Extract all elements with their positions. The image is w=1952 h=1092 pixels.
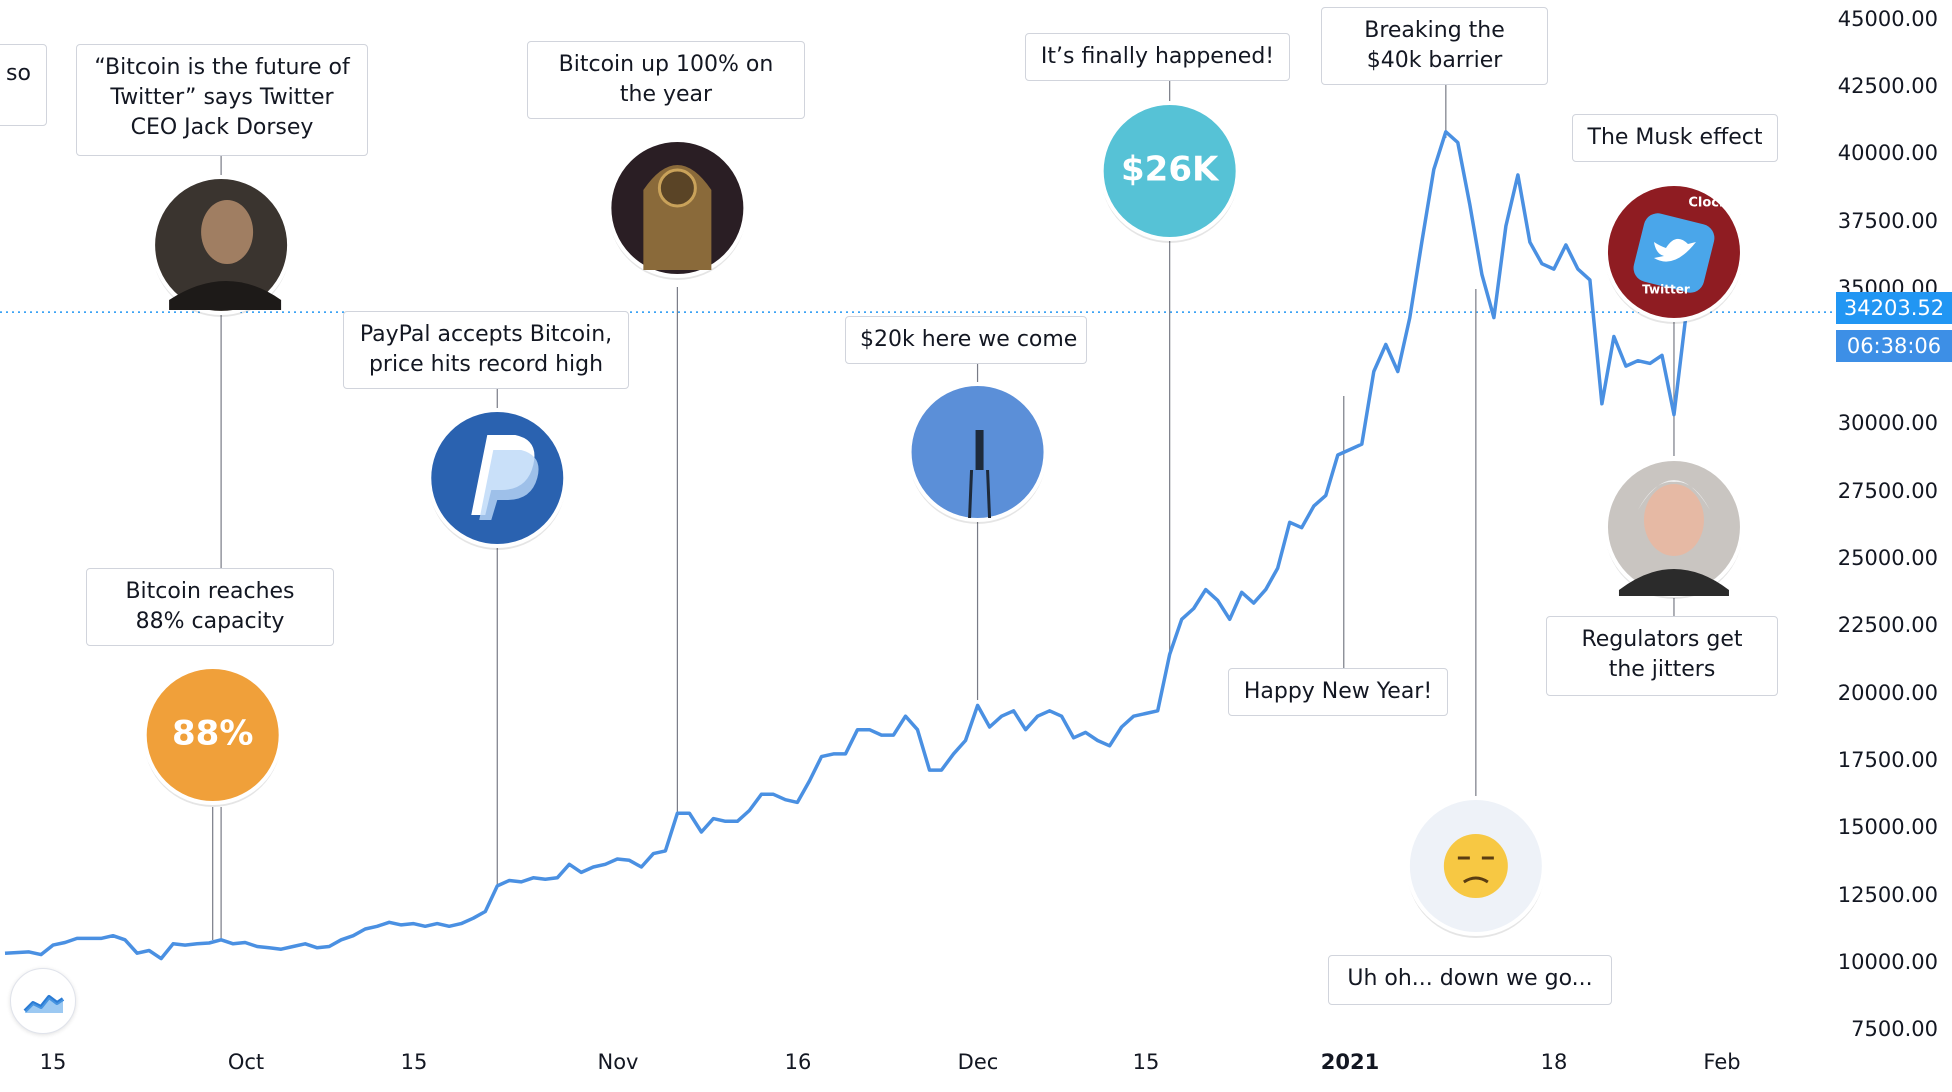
price-series-line	[4, 130, 1699, 961]
yellen-face	[1643, 484, 1704, 556]
y-tick-label: 10000.00	[1837, 950, 1938, 974]
yellen-hair	[1637, 480, 1710, 510]
price-badge-text: $26K	[1121, 150, 1220, 190]
annotation-box: Bitcoin reaches 88% capacity	[86, 568, 334, 646]
annotation-box: Bitcoin up 100% on the year	[527, 41, 805, 119]
annotation-box: Uh oh... down we go...	[1328, 955, 1612, 1005]
x-tick-label: 2021	[1320, 1050, 1380, 1074]
y-tick-label: 17500.00	[1837, 748, 1938, 772]
y-tick-label: 42500.00	[1837, 74, 1938, 98]
y-tick-label: 30000.00	[1837, 411, 1938, 435]
unamused-mouth	[1463, 876, 1489, 884]
twitter-app-label: Twitter	[1642, 283, 1690, 297]
y-tick-label: 45000.00	[1837, 7, 1938, 31]
y-tick-label: 22500.00	[1837, 613, 1938, 637]
dorsey-face	[201, 200, 254, 264]
ladder-right	[986, 469, 992, 519]
x-tick-label: 18	[1540, 1050, 1568, 1074]
tradingview-logo[interactable]	[10, 968, 76, 1034]
y-tick-label: 25000.00	[1837, 546, 1938, 570]
x-tick-label: Dec	[957, 1050, 999, 1074]
annotation-box: Happy New Year!	[1228, 668, 1448, 716]
twitter-bird-icon	[1653, 238, 1696, 262]
y-tick-label: 37500.00	[1837, 209, 1938, 233]
annotation-box: Breaking the $40k barrier	[1321, 7, 1548, 85]
dorsey-jacket	[169, 281, 282, 310]
annotation-box: PayPal accepts Bitcoin, price hits recor…	[343, 311, 629, 389]
paypal-icon-back	[479, 450, 539, 520]
x-tick-label: 15	[1132, 1050, 1160, 1074]
annotation-box: so	[0, 44, 47, 126]
percent-badge-text: 88%	[172, 714, 253, 754]
yellen-jacket	[1618, 569, 1729, 596]
x-tick-label: Feb	[1703, 1050, 1741, 1074]
ladder-left	[968, 469, 974, 519]
y-tick-label: 40000.00	[1837, 141, 1938, 165]
cloud-chart-icon	[23, 995, 65, 1013]
y-tick-label: 27500.00	[1837, 479, 1938, 503]
ladder-person	[975, 430, 984, 470]
percent-badge	[142, 665, 283, 805]
x-tick-label: 15	[400, 1050, 428, 1074]
y-tick-label: 20000.00	[1837, 681, 1938, 705]
y-tick-label: 15000.00	[1837, 815, 1938, 839]
x-tick-label: Oct	[227, 1050, 265, 1074]
annotation-box: $20k here we come	[845, 316, 1087, 364]
x-tick-label: 15	[39, 1050, 67, 1074]
unamused-face-icon	[1443, 834, 1508, 898]
annotation-box: “Bitcoin is the future of Twitter” says …	[76, 44, 368, 156]
annotation-box: The Musk effect	[1572, 114, 1778, 162]
countdown-tag: 06:38:06	[1836, 330, 1952, 362]
price-badge	[1099, 101, 1240, 241]
x-tick-label: 16	[784, 1050, 812, 1074]
y-tick-label: 7500.00	[1851, 1017, 1938, 1041]
current-price-tag: 34203.52	[1836, 292, 1952, 324]
x-tick-label: Nov	[597, 1050, 639, 1074]
y-tick-label: 12500.00	[1837, 883, 1938, 907]
annotation-box: Regulators get the jitters	[1546, 616, 1778, 696]
throne-emblem	[657, 168, 697, 208]
clock-app-label: Clock	[1688, 196, 1728, 211]
annotation-box: It’s finally happened!	[1025, 33, 1290, 81]
